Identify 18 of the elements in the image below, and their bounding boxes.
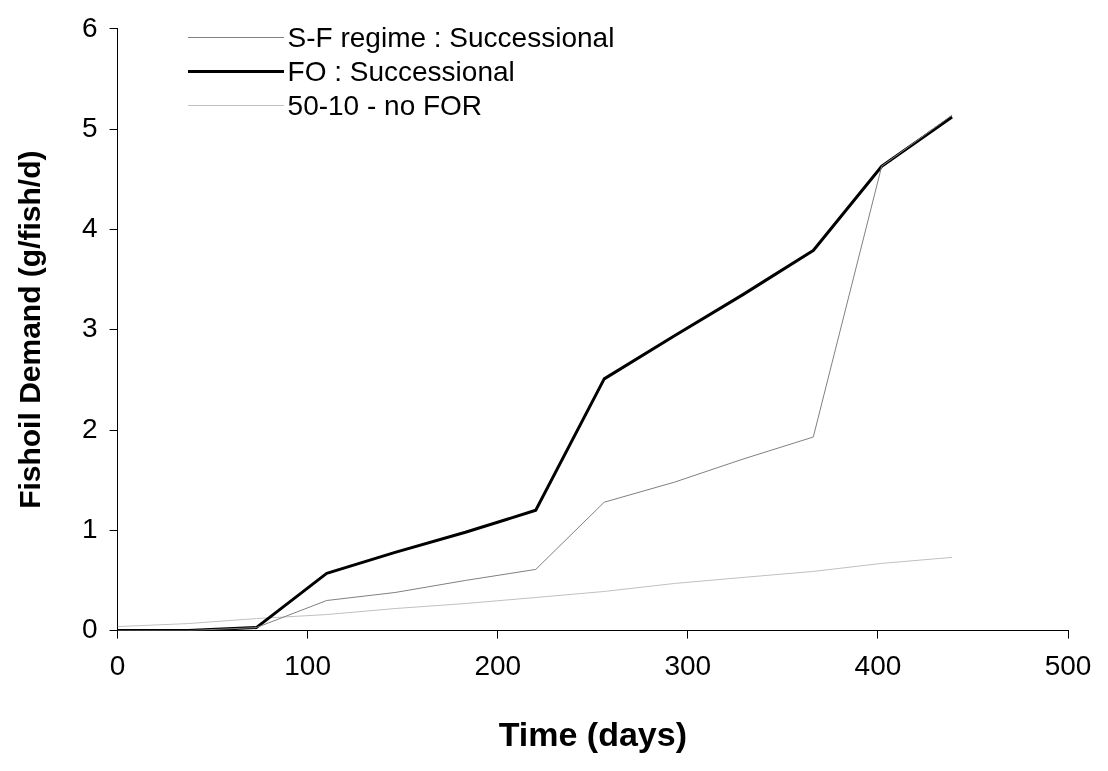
x-tick-label: 0 — [109, 650, 126, 682]
y-tick-label: 0 — [81, 613, 98, 645]
x-tick-label: 300 — [664, 650, 712, 682]
y-axis-title: Fishoil Demand (g/fish/d) — [13, 150, 47, 509]
x-tick-label: 200 — [474, 650, 522, 682]
y-tick-label: 5 — [81, 111, 98, 143]
x-axis-title: Time (days) — [498, 714, 687, 753]
x-tick-label: 400 — [854, 650, 902, 682]
legend-label: 50-10 - no FOR — [287, 88, 483, 123]
y-tick-label: 4 — [81, 212, 98, 244]
y-tick-label: 6 — [81, 11, 98, 43]
y-tick-label: 3 — [81, 312, 98, 344]
x-tick-label: 100 — [284, 650, 332, 682]
legend-label: FO : Successional — [287, 54, 515, 89]
y-tick-label: 2 — [81, 412, 98, 444]
x-tick-label: 500 — [1044, 650, 1092, 682]
legend-label: S-F regime : Successional — [287, 20, 615, 55]
y-tick-label: 1 — [81, 513, 98, 545]
